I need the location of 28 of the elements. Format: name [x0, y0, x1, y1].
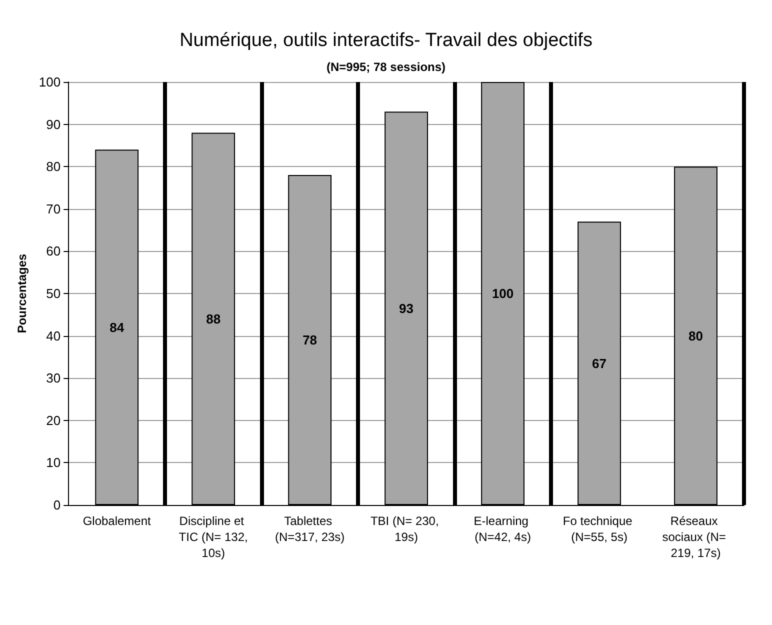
chart-subtitle: (N=995; 78 sessions): [326, 60, 446, 74]
chart-title: Numérique, outils interactifs- Travail des objectifs: [180, 30, 592, 51]
y-tick-label: 50: [46, 286, 61, 301]
data-label: 80: [688, 328, 703, 344]
data-label: 88: [206, 311, 221, 326]
x-tick-label: Réseaux sociaux (N= 219, 17s): [662, 514, 730, 560]
y-tick-label: 10: [46, 455, 61, 470]
y-tick-label: 60: [46, 244, 61, 259]
y-tick-label: 90: [46, 116, 61, 132]
y-tick-label: 70: [46, 201, 61, 216]
y-tick-label: 40: [46, 328, 61, 344]
data-label: 67: [592, 356, 607, 371]
y-tick-label: 20: [46, 412, 61, 428]
x-tick-label: Globalement: [82, 514, 152, 528]
y-axis-title: Pourcentages: [15, 253, 29, 334]
y-tick-label: 100: [38, 74, 61, 90]
x-tick-label: Tablettes (N=317, 23s): [274, 514, 345, 544]
x-tick-label: Discipline et TIC (N= 132,10s): [178, 514, 248, 560]
y-tick-label: 0: [53, 498, 61, 512]
data-label: 78: [302, 332, 318, 348]
x-tick-label: TBI (N= 230, 19s): [370, 514, 442, 544]
x-tick-label: E-learning (N=42, 4s): [474, 514, 532, 544]
y-tick-label: 80: [46, 159, 61, 174]
data-label: 100: [492, 286, 514, 301]
x-tick-label: Fo technique (N=55, 5s): [562, 514, 636, 544]
data-label: 93: [399, 300, 414, 316]
y-tick-label: 30: [46, 370, 61, 386]
data-label: 84: [110, 320, 125, 335]
